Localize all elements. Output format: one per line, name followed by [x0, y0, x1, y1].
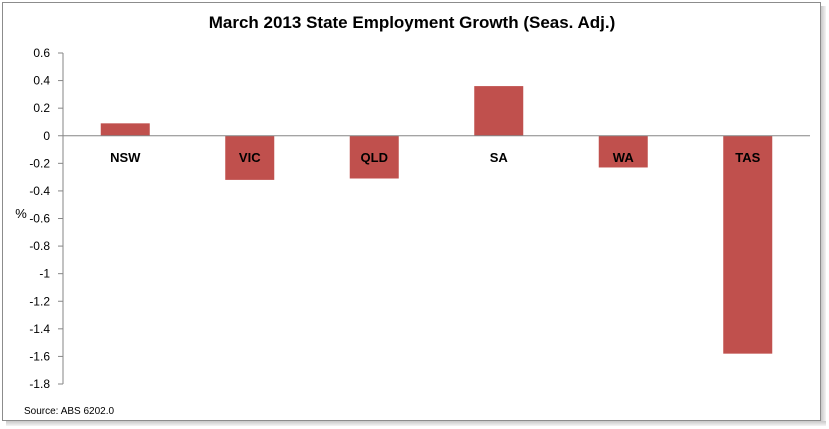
category-labels: NSW VIC QLD SA WA TAS	[110, 150, 761, 165]
y-axis-label: %	[15, 206, 27, 221]
y-tick-label: -0.8	[29, 239, 50, 253]
y-tick-label: -0.6	[29, 212, 50, 226]
category-label-sa: SA	[490, 150, 509, 165]
y-tick-label: -1.4	[29, 322, 50, 336]
source-note: Source: ABS 6202.0	[24, 406, 115, 417]
bar-vic	[225, 135, 275, 180]
bars	[100, 86, 773, 354]
category-label-nsw: NSW	[110, 150, 141, 165]
chart-frame	[2, 2, 821, 421]
frame-shadow-bottom	[6, 421, 826, 426]
y-tick-label: 0.2	[33, 101, 50, 115]
bar-wa	[598, 135, 648, 168]
y-tick-label: 0.6	[33, 46, 50, 60]
bar-qld	[349, 135, 399, 179]
y-tick-label: -0.2	[29, 156, 50, 170]
frame-shadow-right	[821, 6, 826, 424]
y-tick-label: 0.4	[33, 74, 50, 88]
y-axis-ticks: 0.6 0.4 0.2 0 -0.2 -0.4 -0.6 -0.8 -1 -1.2 -1.4 -1.6…	[29, 46, 63, 391]
category-label-tas: TAS	[735, 150, 760, 165]
category-label-wa: WA	[613, 150, 635, 165]
y-tick-label: -1.8	[29, 377, 50, 391]
bar-sa	[474, 86, 524, 136]
y-tick-label: -1.2	[29, 294, 50, 308]
bar-nsw	[100, 123, 150, 136]
y-tick-label: -1	[39, 267, 50, 281]
y-tick-label: -1.6	[29, 349, 50, 363]
y-tick-label: -0.4	[29, 184, 50, 198]
category-label-vic: VIC	[239, 150, 261, 165]
category-label-qld: QLD	[361, 150, 388, 165]
chart-title: March 2013 State Employment Growth (Seas…	[209, 13, 616, 32]
y-tick-label: 0	[43, 129, 50, 143]
bar-tas	[723, 135, 773, 354]
